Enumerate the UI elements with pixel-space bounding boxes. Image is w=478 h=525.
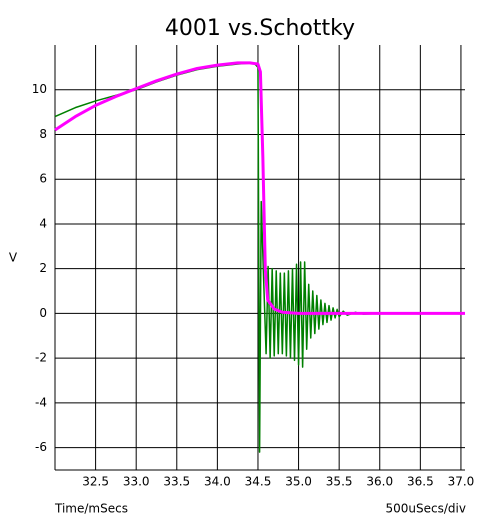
x-tick-label: 36.5 <box>407 475 434 489</box>
y-tick-label: 8 <box>39 127 47 141</box>
x-tick-label: 34.5 <box>245 475 272 489</box>
x-tick-label: 33.5 <box>163 475 190 489</box>
series-line <box>54 61 465 315</box>
y-tick-label: 0 <box>39 306 47 320</box>
y-axis-label: V <box>9 251 18 265</box>
y-tick-label: -4 <box>35 395 47 409</box>
y-tick-label: -6 <box>35 440 47 454</box>
y-tick-label: 2 <box>39 261 47 275</box>
y-tick-label: -2 <box>35 351 47 365</box>
x-tick-label: 35.5 <box>326 475 353 489</box>
scale-note: 500uSecs/div <box>386 502 466 516</box>
x-tick-label: 36.0 <box>366 475 393 489</box>
x-tick-label: 32.5 <box>82 475 109 489</box>
x-tick-label: 37.0 <box>448 475 475 489</box>
y-tick-label: 4 <box>39 216 47 230</box>
x-tick-label: 34.0 <box>204 475 231 489</box>
x-tick-label: 35.0 <box>285 475 312 489</box>
y-tick-label: 10 <box>32 82 47 96</box>
y-tick-label: 6 <box>39 172 47 186</box>
x-tick-label: 33.0 <box>123 475 150 489</box>
chart-title: 4001 vs.Schottky <box>165 16 355 41</box>
series-line <box>54 62 465 453</box>
x-axis-label: Time/mSecs <box>54 502 128 516</box>
